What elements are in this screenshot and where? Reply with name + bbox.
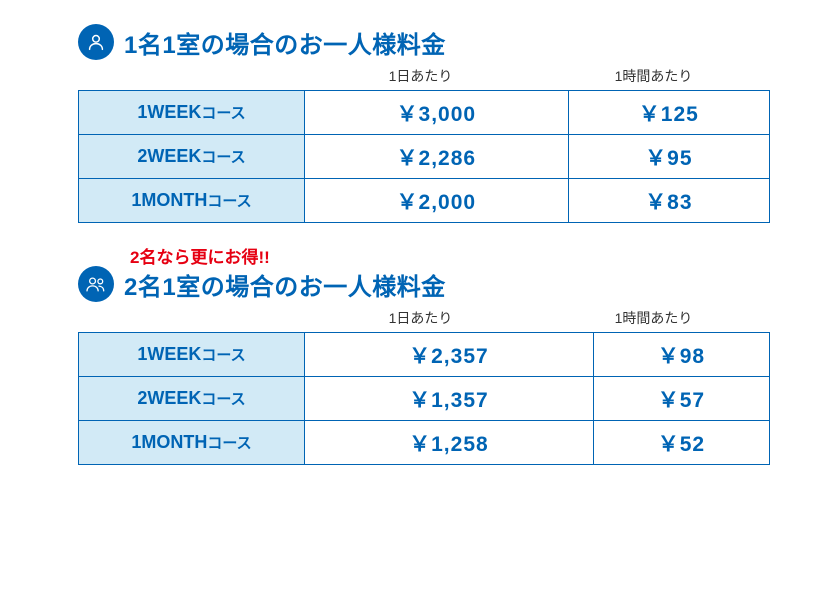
promo-text: 2名なら更にお得!! xyxy=(130,243,770,268)
per-hour-cell: ￥83 xyxy=(568,179,769,223)
per-day-cell: ￥1,357 xyxy=(305,377,594,421)
per-hour-cell: ￥57 xyxy=(593,377,769,421)
table-row: 1MONTHコース ￥2,000 ￥83 xyxy=(79,179,770,223)
people-icon xyxy=(78,266,114,302)
section-title-row: 2名1室の場合のお一人様料金 xyxy=(78,266,770,302)
per-day-cell: ￥3,000 xyxy=(305,91,569,135)
per-day-cell: ￥2,357 xyxy=(305,333,594,377)
col-label-per-hour: 1時間あたり xyxy=(537,66,770,86)
section-title: 1名1室の場合のお一人様料金 xyxy=(124,25,446,60)
section-title-row: 1名1室の場合のお一人様料金 xyxy=(78,24,770,60)
course-cell: 1MONTHコース xyxy=(79,179,305,223)
col-label-per-day: 1日あたり xyxy=(304,308,537,328)
table-row: 2WEEKコース ￥2,286 ￥95 xyxy=(79,135,770,179)
course-cell: 1WEEKコース xyxy=(79,91,305,135)
per-hour-cell: ￥125 xyxy=(568,91,769,135)
pricing-table: 1WEEKコース ￥3,000 ￥125 2WEEKコース ￥2,286 ￥95… xyxy=(78,90,770,223)
per-day-cell: ￥1,258 xyxy=(305,421,594,465)
pricing-section-double: 2名なら更にお得!! 2名1室の場合のお一人様料金 1日あたり 1時間あたり 1… xyxy=(78,243,770,465)
column-labels: 1日あたり 1時間あたり xyxy=(78,66,770,86)
table-row: 2WEEKコース ￥1,357 ￥57 xyxy=(79,377,770,421)
pricing-section-single: 1名1室の場合のお一人様料金 1日あたり 1時間あたり 1WEEKコース ￥3,… xyxy=(78,24,770,223)
per-hour-cell: ￥98 xyxy=(593,333,769,377)
table-row: 1WEEKコース ￥2,357 ￥98 xyxy=(79,333,770,377)
page-root: 1名1室の場合のお一人様料金 1日あたり 1時間あたり 1WEEKコース ￥3,… xyxy=(0,0,840,505)
course-cell: 1WEEKコース xyxy=(79,333,305,377)
per-hour-cell: ￥52 xyxy=(593,421,769,465)
course-cell: 2WEEKコース xyxy=(79,377,305,421)
course-cell: 2WEEKコース xyxy=(79,135,305,179)
col-label-per-day: 1日あたり xyxy=(304,66,537,86)
per-day-cell: ￥2,286 xyxy=(305,135,569,179)
per-day-cell: ￥2,000 xyxy=(305,179,569,223)
table-row: 1WEEKコース ￥3,000 ￥125 xyxy=(79,91,770,135)
per-hour-cell: ￥95 xyxy=(568,135,769,179)
pricing-table: 1WEEKコース ￥2,357 ￥98 2WEEKコース ￥1,357 ￥57 … xyxy=(78,332,770,465)
column-labels: 1日あたり 1時間あたり xyxy=(78,308,770,328)
section-title: 2名1室の場合のお一人様料金 xyxy=(124,267,446,302)
table-row: 1MONTHコース ￥1,258 ￥52 xyxy=(79,421,770,465)
col-label-per-hour: 1時間あたり xyxy=(537,308,770,328)
person-icon xyxy=(78,24,114,60)
course-cell: 1MONTHコース xyxy=(79,421,305,465)
